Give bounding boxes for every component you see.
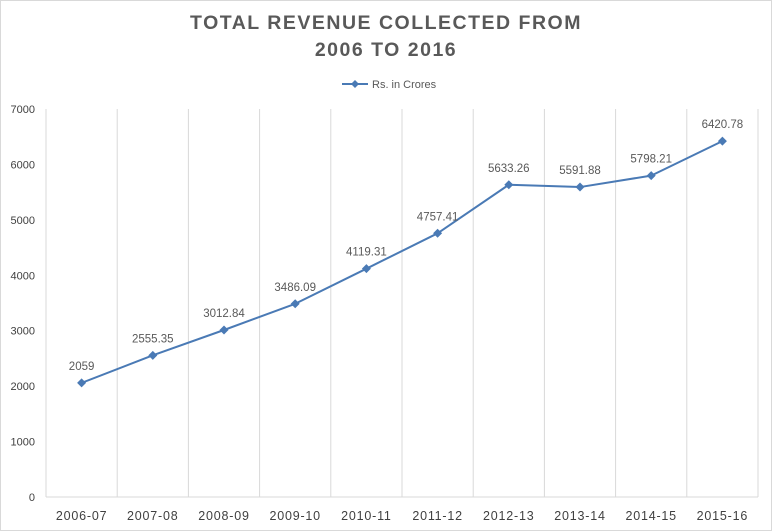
x-category-label: 2011-12 (412, 509, 463, 523)
data-point-marker (290, 299, 300, 309)
x-category-label: 2009-10 (269, 509, 320, 523)
data-point-marker (77, 378, 87, 388)
y-tick-label: 1000 (11, 437, 35, 449)
data-label: 4119.31 (346, 247, 387, 259)
data-point-marker (717, 136, 727, 146)
chart-title: TOTAL REVENUE COLLECTED FROM 2006 TO 201… (1, 10, 771, 64)
data-point-marker (646, 171, 656, 181)
data-point-marker (361, 264, 371, 274)
legend-label: Rs. in Crores (372, 79, 437, 91)
x-category-label: 2008-09 (198, 509, 249, 523)
y-tick-label: 5000 (11, 215, 35, 227)
chart-title-line-2: 2006 TO 2016 (314, 39, 458, 61)
data-label: 3486.09 (274, 282, 316, 294)
data-label: 6420.78 (702, 119, 744, 131)
data-label: 3012.84 (203, 308, 245, 320)
y-tick-label: 3000 (11, 326, 35, 338)
data-label: 5798.21 (630, 154, 672, 166)
data-point-marker (575, 182, 585, 192)
x-category-label: 2015-16 (697, 509, 748, 523)
data-label: 4757.41 (417, 211, 459, 223)
y-tick-label: 4000 (11, 270, 35, 282)
y-tick-label: 2000 (11, 381, 35, 393)
x-category-label: 2007-08 (127, 509, 178, 523)
chart-title-line-1: TOTAL REVENUE COLLECTED FROM (190, 12, 582, 34)
x-category-label: 2012-13 (483, 509, 534, 523)
data-label: 5591.88 (559, 165, 601, 177)
data-point-marker (219, 325, 229, 335)
y-tick-label: 6000 (11, 159, 35, 171)
series-line (81, 140, 723, 384)
x-category-label: 2010-11 (341, 509, 392, 523)
data-point-marker (433, 228, 443, 238)
legend-marker-swatch (351, 80, 359, 88)
x-category-label: 2014-15 (625, 509, 676, 523)
data-point-marker (148, 350, 158, 360)
x-category-label: 2006-07 (56, 509, 107, 523)
y-tick-label: 7000 (11, 104, 35, 116)
y-tick-label: 0 (29, 492, 35, 504)
data-label: 5633.26 (488, 163, 530, 175)
data-label: 2059 (69, 361, 95, 373)
data-point-marker (504, 180, 514, 190)
x-category-label: 2013-14 (554, 509, 605, 523)
data-label: 2555.35 (132, 333, 174, 345)
